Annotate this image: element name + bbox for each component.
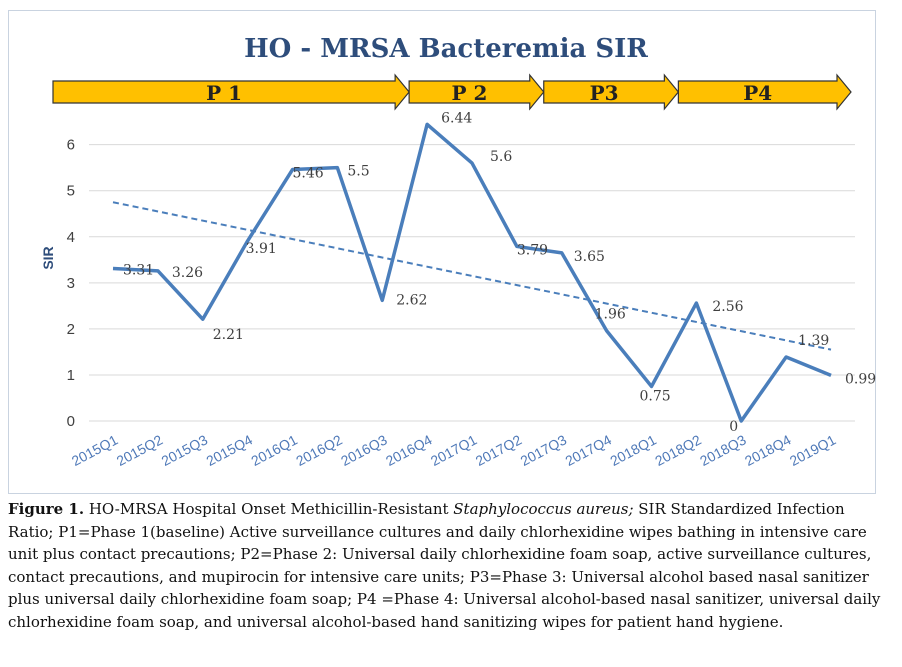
data-label: 2.21	[213, 327, 244, 343]
caption-text-1: HO-MRSA Hospital Onset Methicillin-Resis…	[84, 500, 454, 518]
data-label: 3.26	[172, 265, 203, 281]
series-line	[112, 122, 832, 423]
y-tick-label: 5	[67, 183, 75, 200]
x-ticks: 2015Q12015Q22015Q32015Q42016Q12016Q22016…	[69, 431, 839, 469]
y-tick-label: 0	[67, 413, 75, 430]
figure-caption: Figure 1. HO-MRSA Hospital Onset Methici…	[8, 498, 888, 633]
data-label: 3.31	[123, 263, 154, 279]
data-label: 3.65	[574, 249, 605, 265]
trendline-path	[112, 201, 832, 351]
grid	[89, 144, 855, 422]
data-label: 0.99	[845, 371, 876, 387]
x-tick-label: 2017Q2	[473, 431, 525, 469]
y-axis-label: SIR	[40, 246, 56, 269]
phase-arrow	[52, 73, 410, 111]
phase-label: P3	[590, 81, 619, 105]
x-tick-label: 2015Q3	[159, 431, 211, 469]
chart-title: HO - MRSA Bacteremia SIR	[244, 34, 648, 64]
data-labels: 3.31 3.26 2.21 3.91 5.46 5.5 2.62 6.44 5.6 3.79 3.…	[123, 110, 876, 435]
data-label: 0.75	[640, 388, 671, 404]
x-tick-label: 2019Q1	[787, 431, 839, 469]
x-tick-label: 2018Q4	[742, 431, 794, 469]
data-label: 1.96	[595, 307, 626, 323]
x-tick-label: 2015Q2	[114, 431, 166, 469]
phase-label: P 1	[206, 81, 242, 105]
y-tick-label: 1	[67, 367, 75, 384]
caption-figure-label: Figure 1.	[8, 500, 85, 518]
phase-label: P 2	[451, 81, 487, 105]
data-label: 0	[729, 419, 738, 435]
y-tick-label: 2	[67, 321, 75, 338]
x-tick-label: 2017Q1	[428, 431, 480, 469]
data-label: 2.62	[396, 292, 427, 308]
caption-italic-species: Staphylococcus aureus;	[453, 500, 634, 518]
phase-arrow	[543, 73, 680, 111]
x-tick-label: 2017Q3	[518, 431, 570, 469]
x-tick-label: 2018Q1	[607, 431, 659, 469]
series-polyline	[112, 122, 832, 423]
data-label: 5.46	[293, 166, 324, 182]
x-tick-label: 2016Q4	[383, 431, 435, 469]
y-ticks: 0 1 2 3 4 5 6	[67, 137, 75, 430]
trendline	[112, 201, 832, 351]
x-tick-label: 2015Q1	[69, 431, 121, 469]
data-label: 2.56	[712, 299, 743, 315]
x-tick-label: 2017Q4	[563, 431, 615, 469]
y-tick-label: 6	[67, 137, 75, 154]
x-tick-label: 2018Q3	[697, 431, 749, 469]
data-label: 1.39	[798, 333, 829, 349]
data-label: 5.5	[347, 164, 369, 180]
phase-arrows: P 1 P 2 P3 P4	[52, 73, 852, 111]
y-tick-label: 3	[67, 275, 75, 292]
caption-text-2: SIR Standardized Infection Ratio; P1=Pha…	[8, 500, 881, 631]
x-tick-label: 2015Q4	[204, 431, 256, 469]
x-tick-label: 2018Q2	[652, 431, 704, 469]
phase-arrow	[408, 73, 545, 111]
x-tick-label: 2016Q3	[338, 431, 390, 469]
data-label: 3.91	[246, 241, 277, 257]
data-label: 3.79	[517, 242, 548, 258]
x-tick-label: 2016Q1	[248, 431, 300, 469]
x-tick-label: 2016Q2	[293, 431, 345, 469]
y-tick-label: 4	[67, 229, 75, 246]
phase-arrow	[677, 73, 852, 111]
data-label: 5.6	[490, 149, 512, 165]
data-label: 6.44	[441, 110, 472, 126]
phase-label: P4	[743, 81, 772, 105]
